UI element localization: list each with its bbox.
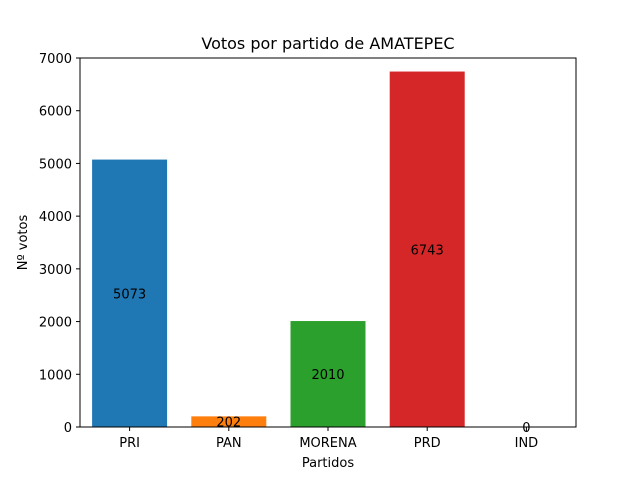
data-label-prd: 6743 (411, 243, 444, 258)
x-axis: PRI PAN MORENA PRD IND (119, 427, 538, 451)
y-axis: 0 1000 2000 3000 4000 5000 6000 7000 (39, 52, 80, 436)
bar-pan (191, 416, 267, 427)
bar-pri (92, 159, 168, 427)
y-tick-label-2000: 2000 (39, 316, 72, 331)
y-tick-label-4000: 4000 (39, 210, 72, 225)
x-tick-label-ind: IND (515, 436, 539, 451)
bar-prd (389, 71, 465, 427)
y-tick-label-6000: 6000 (39, 105, 72, 120)
bar-morena (290, 321, 366, 427)
bars-group (92, 71, 465, 427)
y-axis-label: Nº votos (16, 215, 31, 271)
y-tick-label-0: 0 (64, 421, 72, 436)
data-label-morena: 2010 (311, 368, 344, 383)
y-tick-label-7000: 7000 (39, 52, 72, 67)
chart-title: Votos por partido de AMATEPEC (201, 34, 454, 53)
x-tick-label-pan: PAN (216, 436, 242, 451)
data-label-pri: 5073 (113, 287, 146, 302)
x-axis-label: Partidos (302, 456, 354, 471)
y-tick-label-5000: 5000 (39, 157, 72, 172)
x-tick-label-morena: MORENA (299, 436, 356, 451)
x-tick-label-prd: PRD (414, 436, 441, 451)
y-tick-label-3000: 3000 (39, 263, 72, 278)
y-tick-label-1000: 1000 (39, 368, 72, 383)
x-tick-label-pri: PRI (119, 436, 140, 451)
